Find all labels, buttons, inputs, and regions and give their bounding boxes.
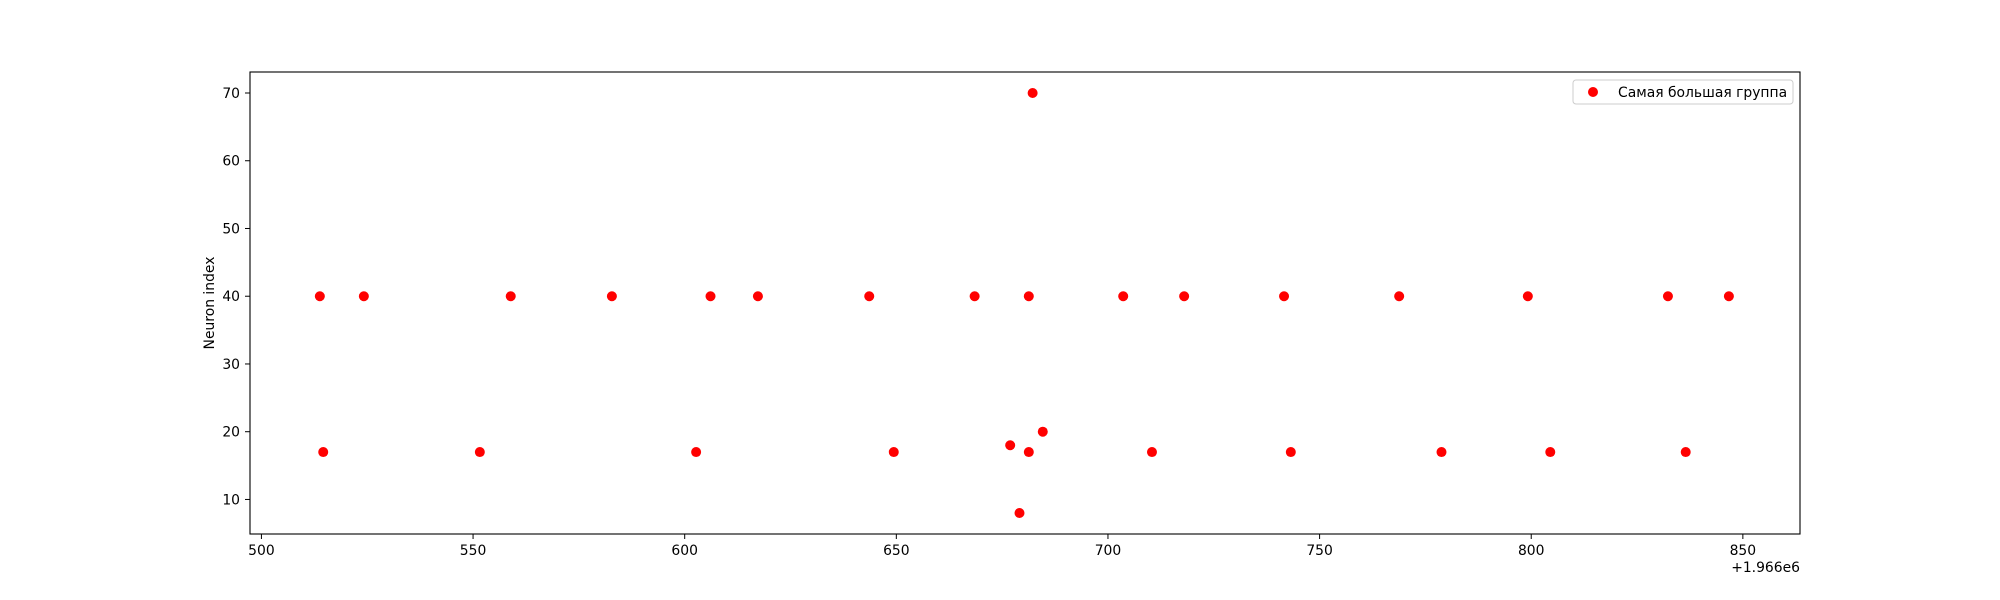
data-point <box>1005 440 1016 451</box>
data-points <box>314 88 1734 518</box>
x-tick-label: 700 <box>1095 543 1122 559</box>
legend-label: Самая большая группа <box>1618 85 1787 101</box>
data-point <box>314 291 325 302</box>
x-axis-offset-label: +1.966e6 <box>1731 560 1800 576</box>
axes-frame <box>249 71 1801 535</box>
y-tick-label: 70 <box>222 86 240 102</box>
data-point <box>691 447 702 458</box>
data-point <box>1118 291 1129 302</box>
data-point <box>1179 291 1190 302</box>
data-point <box>1662 291 1673 302</box>
x-tick-label: 850 <box>1730 543 1757 559</box>
y-tick-label: 60 <box>222 154 240 170</box>
x-tick-label: 800 <box>1518 543 1545 559</box>
data-point <box>864 291 875 302</box>
legend: Самая большая группа <box>1572 79 1794 105</box>
data-point <box>1037 426 1048 437</box>
data-point <box>1285 447 1296 458</box>
data-point <box>1394 291 1405 302</box>
data-point <box>606 291 617 302</box>
y-axis: 10 20 30 40 50 60 70 <box>222 86 250 508</box>
data-point <box>318 447 329 458</box>
legend-marker <box>1588 87 1598 97</box>
data-point <box>969 291 980 302</box>
data-point <box>505 291 516 302</box>
x-tick-label: 650 <box>883 543 910 559</box>
data-point <box>358 291 369 302</box>
y-tick-label: 30 <box>222 357 240 373</box>
x-tick-label: 550 <box>460 543 487 559</box>
data-point <box>1279 291 1290 302</box>
x-tick-label: 500 <box>248 543 275 559</box>
data-point <box>1436 447 1447 458</box>
y-axis-label: Neuron index <box>202 257 218 350</box>
data-point <box>752 291 763 302</box>
y-tick-label: 40 <box>222 289 240 305</box>
data-point <box>888 447 899 458</box>
data-point <box>705 291 716 302</box>
data-point <box>474 447 485 458</box>
data-point <box>1146 447 1157 458</box>
data-point <box>1023 447 1034 458</box>
data-point <box>1680 447 1691 458</box>
data-point <box>1027 88 1038 98</box>
plot-area <box>249 71 1801 535</box>
data-point <box>1023 291 1034 302</box>
y-tick-label: 20 <box>222 425 240 441</box>
data-point <box>1522 291 1533 302</box>
y-tick-label: 10 <box>222 492 240 508</box>
x-axis: 500 550 600 650 700 750 800 850 <box>248 534 1756 559</box>
data-point <box>1014 508 1025 518</box>
legend-box <box>1572 79 1794 105</box>
y-tick-label: 50 <box>222 221 240 237</box>
x-tick-label: 600 <box>671 543 698 559</box>
data-point <box>1723 291 1734 302</box>
data-point <box>1545 447 1556 458</box>
x-tick-label: 750 <box>1306 543 1333 559</box>
